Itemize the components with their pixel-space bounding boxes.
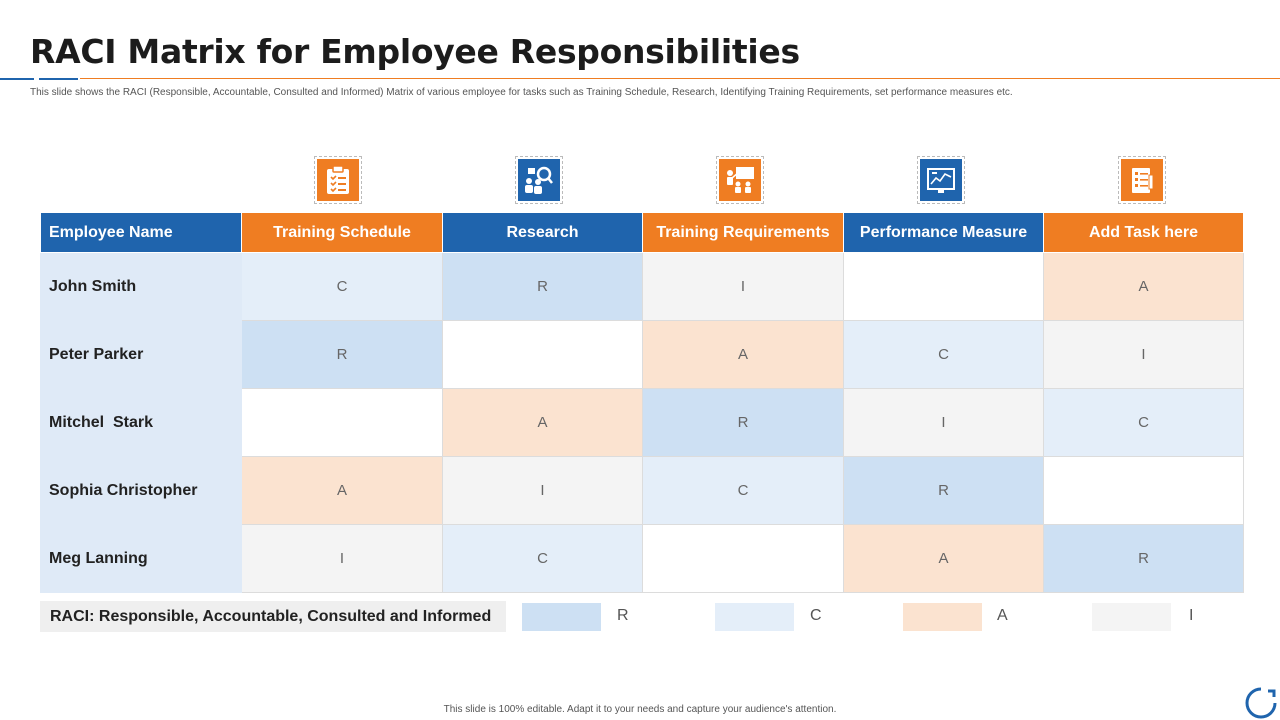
- raci-cell: [843, 252, 1044, 321]
- raci-cell: [642, 524, 844, 593]
- raci-cell: C: [642, 456, 844, 525]
- column-header-add-task: Add Task here: [1043, 212, 1244, 253]
- raci-cell: I: [442, 456, 643, 525]
- legend-label-i: I: [1189, 607, 1194, 624]
- raci-cell: C: [1043, 388, 1244, 457]
- legend-label-r: R: [617, 607, 629, 624]
- title-underline-blue: [0, 78, 78, 80]
- column-header-research: Research: [442, 212, 643, 253]
- employee-name: Sophia Christopher: [40, 456, 242, 525]
- raci-cell: [241, 388, 443, 457]
- raci-cell: A: [1043, 252, 1244, 321]
- title-underline-gap: [34, 77, 39, 81]
- legend-swatch-i: [1092, 603, 1171, 631]
- employee-name: Peter Parker: [40, 320, 242, 389]
- column-header-employee-name: Employee Name: [40, 212, 242, 253]
- raci-cell: [442, 320, 643, 389]
- table-row: Mitchel Stark A R I C: [40, 388, 1244, 457]
- raci-cell: A: [241, 456, 443, 525]
- raci-cell: R: [843, 456, 1044, 525]
- legend-swatch-a: [903, 603, 982, 631]
- slide-description: This slide shows the RACI (Responsible, …: [30, 87, 1013, 98]
- table-header-row: Employee Name Training Schedule Research…: [40, 212, 1244, 253]
- team-search-icon: [515, 156, 563, 204]
- clipboard-checklist-icon: [314, 156, 362, 204]
- raci-cell: C: [843, 320, 1044, 389]
- raci-cell: I: [241, 524, 443, 593]
- legend-label-c: C: [810, 607, 822, 624]
- raci-cell: R: [442, 252, 643, 321]
- raci-cell: I: [1043, 320, 1244, 389]
- footer-note: This slide is 100% editable. Adapt it to…: [443, 704, 837, 715]
- raci-cell: A: [442, 388, 643, 457]
- page-title: RACI Matrix for Employee Responsibilitie…: [30, 32, 800, 71]
- brand-logo-icon: [1244, 686, 1278, 720]
- raci-matrix-table: Employee Name Training Schedule Research…: [40, 212, 1244, 593]
- performance-chart-icon: [917, 156, 965, 204]
- legend-label-a: A: [997, 607, 1008, 624]
- raci-cell: R: [241, 320, 443, 389]
- raci-cell: R: [1043, 524, 1244, 593]
- legend-swatch-c: [715, 603, 794, 631]
- title-underline-orange: [80, 78, 1280, 79]
- raci-cell: C: [241, 252, 443, 321]
- employee-name: John Smith: [40, 252, 242, 321]
- employee-name: Mitchel Stark: [40, 388, 242, 457]
- column-header-training-schedule: Training Schedule: [241, 212, 443, 253]
- column-header-training-requirements: Training Requirements: [642, 212, 844, 253]
- raci-cell: I: [843, 388, 1044, 457]
- table-row: John Smith C R I A: [40, 252, 1244, 321]
- table-row: Meg Lanning I C A R: [40, 524, 1244, 593]
- employee-name: Meg Lanning: [40, 524, 242, 593]
- raci-cell: I: [642, 252, 844, 321]
- legend-swatch-r: [522, 603, 601, 631]
- raci-cell: C: [442, 524, 643, 593]
- presentation-training-icon: [716, 156, 764, 204]
- table-row: Sophia Christopher A I C R: [40, 456, 1244, 525]
- raci-cell: A: [843, 524, 1044, 593]
- raci-cell: A: [642, 320, 844, 389]
- column-header-performance-measure: Performance Measure: [843, 212, 1044, 253]
- legend-title: RACI: Responsible, Accountable, Consulte…: [40, 601, 506, 632]
- task-list-icon: [1118, 156, 1166, 204]
- raci-cell: [1043, 456, 1244, 525]
- raci-cell: R: [642, 388, 844, 457]
- table-row: Peter Parker R A C I: [40, 320, 1244, 389]
